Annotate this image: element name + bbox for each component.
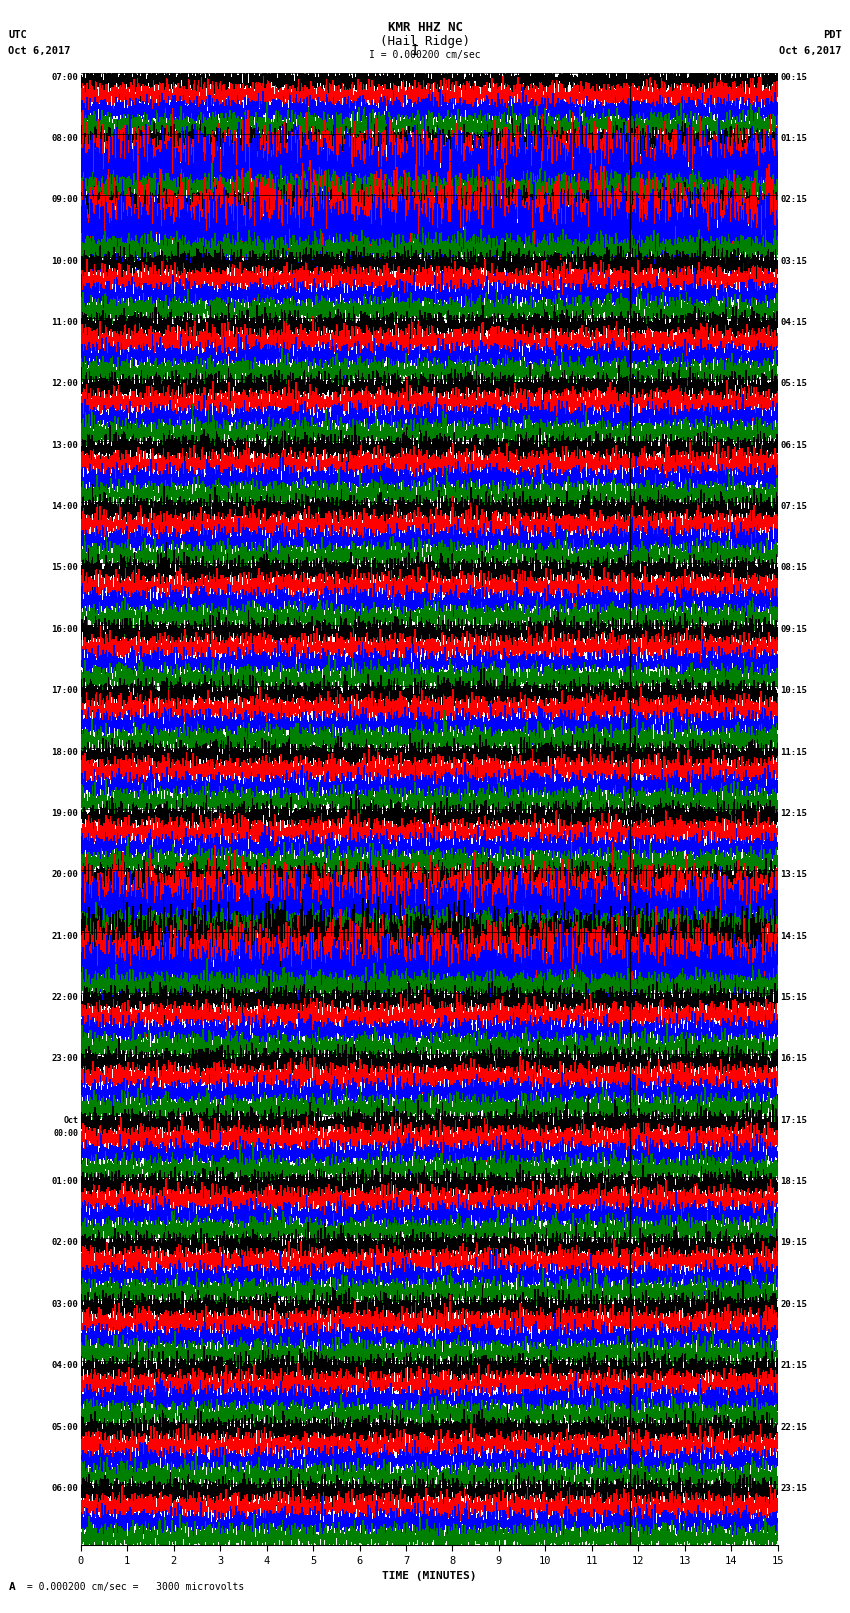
Text: 08:15: 08:15 — [780, 563, 808, 573]
Text: 01:00: 01:00 — [51, 1177, 78, 1186]
Text: 22:00: 22:00 — [51, 994, 78, 1002]
Text: I = 0.000200 cm/sec: I = 0.000200 cm/sec — [369, 50, 481, 60]
Text: 20:15: 20:15 — [780, 1300, 808, 1308]
Text: 07:00: 07:00 — [51, 73, 78, 82]
Text: A: A — [8, 1582, 15, 1592]
Text: 10:00: 10:00 — [51, 256, 78, 266]
Text: 11:00: 11:00 — [51, 318, 78, 327]
Text: 06:15: 06:15 — [780, 440, 808, 450]
Text: 13:00: 13:00 — [51, 440, 78, 450]
Text: 16:15: 16:15 — [780, 1055, 808, 1063]
Text: 05:00: 05:00 — [51, 1423, 78, 1431]
Text: Oct 6,2017: Oct 6,2017 — [8, 47, 71, 56]
Text: 14:15: 14:15 — [780, 932, 808, 940]
Text: 14:00: 14:00 — [51, 502, 78, 511]
Text: 16:00: 16:00 — [51, 624, 78, 634]
Text: 15:15: 15:15 — [780, 994, 808, 1002]
Text: = 0.000200 cm/sec =   3000 microvolts: = 0.000200 cm/sec = 3000 microvolts — [21, 1582, 245, 1592]
Text: 22:15: 22:15 — [780, 1423, 808, 1431]
Text: 08:00: 08:00 — [51, 134, 78, 144]
Text: 17:15: 17:15 — [780, 1116, 808, 1124]
Text: 13:15: 13:15 — [780, 871, 808, 879]
Text: 03:15: 03:15 — [780, 256, 808, 266]
Text: 04:00: 04:00 — [51, 1361, 78, 1369]
Text: 01:15: 01:15 — [780, 134, 808, 144]
Text: 18:15: 18:15 — [780, 1177, 808, 1186]
Text: 02:15: 02:15 — [780, 195, 808, 205]
Text: 04:15: 04:15 — [780, 318, 808, 327]
Text: 12:00: 12:00 — [51, 379, 78, 389]
Text: 00:00: 00:00 — [54, 1129, 78, 1137]
Text: (Hail Ridge): (Hail Ridge) — [380, 35, 470, 48]
Text: 15:00: 15:00 — [51, 563, 78, 573]
Text: 21:00: 21:00 — [51, 932, 78, 940]
Text: 19:15: 19:15 — [780, 1239, 808, 1247]
Text: Oct: Oct — [63, 1116, 78, 1124]
Text: 00:15: 00:15 — [780, 73, 808, 82]
Text: 07:15: 07:15 — [780, 502, 808, 511]
Text: 09:15: 09:15 — [780, 624, 808, 634]
Text: 05:15: 05:15 — [780, 379, 808, 389]
Text: 11:15: 11:15 — [780, 747, 808, 756]
Text: Oct 6,2017: Oct 6,2017 — [779, 47, 842, 56]
X-axis label: TIME (MINUTES): TIME (MINUTES) — [382, 1571, 477, 1581]
Text: UTC: UTC — [8, 31, 27, 40]
Text: 21:15: 21:15 — [780, 1361, 808, 1369]
Text: 23:15: 23:15 — [780, 1484, 808, 1494]
Text: 23:00: 23:00 — [51, 1055, 78, 1063]
Text: 09:00: 09:00 — [51, 195, 78, 205]
Text: 18:00: 18:00 — [51, 747, 78, 756]
Text: 02:00: 02:00 — [51, 1239, 78, 1247]
Text: 06:00: 06:00 — [51, 1484, 78, 1494]
Text: 12:15: 12:15 — [780, 810, 808, 818]
Text: 19:00: 19:00 — [51, 810, 78, 818]
Text: 10:15: 10:15 — [780, 686, 808, 695]
Text: PDT: PDT — [823, 31, 842, 40]
Text: I: I — [411, 44, 419, 58]
Text: 03:00: 03:00 — [51, 1300, 78, 1308]
Text: KMR HHZ NC: KMR HHZ NC — [388, 21, 462, 34]
Text: 17:00: 17:00 — [51, 686, 78, 695]
Text: 20:00: 20:00 — [51, 871, 78, 879]
